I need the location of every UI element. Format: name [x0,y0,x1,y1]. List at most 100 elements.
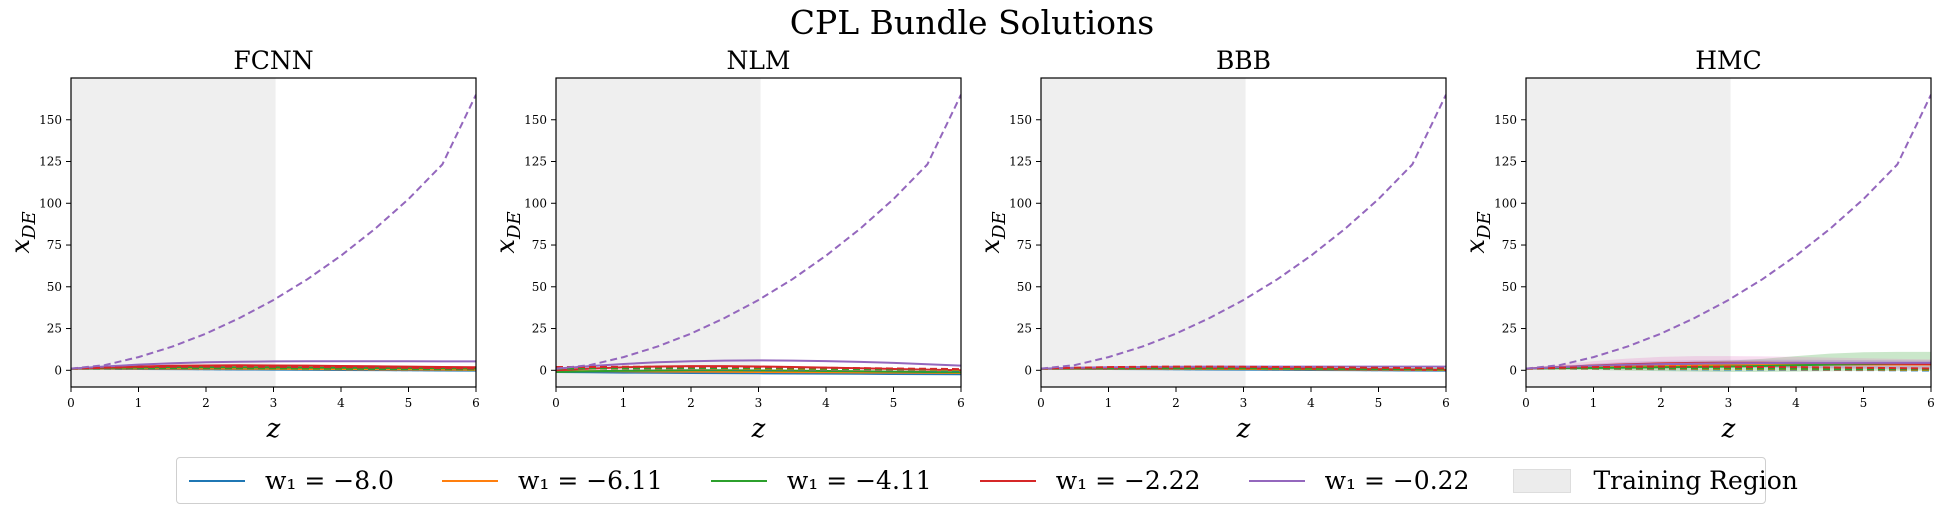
series-line-dashed-7 [556,367,961,371]
training-region [71,78,276,387]
series-line-dashed-8 [1526,365,1931,370]
chart-panel-bbb: 0 1 2 3 4 5 6 0 25 50 75 100 125 150 BBB z xDE [976,46,1450,444]
x-tick-label: 5 [1860,396,1868,410]
x-tick-label: 3 [1725,396,1733,410]
series-line-solid-4 [71,360,476,370]
x-axis-label: z [1236,414,1251,444]
y-tick-label: 50 [1502,280,1517,294]
y-tick-label: 150 [39,113,62,127]
x-tick-label: 2 [1657,396,1665,410]
x-tick-label: 6 [1442,396,1450,410]
x-tick-label: 4 [1792,396,1800,410]
x-tick-label: 4 [337,396,345,410]
y-tick-label: 75 [1502,238,1517,252]
series-line-solid-4 [556,359,961,370]
training-region [1041,78,1246,387]
y-axis-label: xDE [6,211,40,253]
x-tick-label: 0 [552,396,560,410]
y-axis-label: xDE [491,211,525,253]
x-tick-label: 5 [890,396,898,410]
y-tick-label: 125 [39,155,62,169]
x-tick-label: 3 [270,396,278,410]
y-tick-label: 50 [1017,280,1032,294]
x-tick-label: 2 [202,396,210,410]
y-tick-label: 100 [1494,196,1517,210]
series-line-dashed-8 [556,365,961,371]
x-tick-label: 3 [755,396,763,410]
y-tick-label: 25 [532,322,547,336]
y-tick-label: 25 [47,322,62,336]
x-tick-label: 6 [957,396,965,410]
y-tick-label: 125 [524,155,547,169]
legend-item: w₁ = −2.22 [968,458,1201,503]
x-tick-label: 0 [1037,396,1045,410]
y-tick-label: 125 [1009,155,1032,169]
x-tick-label: 0 [67,396,75,410]
series-line-dashed-9 [71,94,476,370]
legend-label: w₁ = −4.11 [786,466,932,495]
series-line-dashed-9 [556,94,961,370]
legend: w₁ = −8.0 w₁ = −6.11 w₁ = −4.11 w₁ = −2.22 w… [176,457,1798,504]
x-tick-label: 1 [620,396,628,410]
series-line-dashed-8 [1041,365,1446,370]
x-tick-label: 1 [135,396,143,410]
y-tick-label: 0 [1509,363,1517,377]
panel-title: NLM [726,46,790,75]
series-line-solid-0 [556,371,961,376]
y-tick-label: 0 [54,363,62,377]
y-tick-label: 0 [1024,363,1032,377]
panel-title: FCNN [233,46,313,75]
chart-panel-nlm: 0 1 2 3 4 5 6 0 25 50 75 100 125 150 NLM z xDE [491,46,965,444]
chart-panel-hmc: 0 1 2 3 4 5 6 0 25 50 75 100 125 150 HMC z xDE [1461,46,1935,444]
legend-label: w₁ = −0.22 [1324,466,1470,495]
y-tick-label: 150 [1009,113,1032,127]
y-tick-label: 50 [532,280,547,294]
legend-label: w₁ = −8.0 [265,466,394,495]
x-tick-label: 2 [687,396,695,410]
y-tick-label: 75 [47,238,62,252]
y-tick-label: 25 [1502,322,1517,336]
y-tick-label: 75 [1017,238,1032,252]
y-tick-label: 125 [1494,155,1517,169]
legend-swatch [710,479,767,482]
x-tick-label: 5 [1375,396,1383,410]
y-tick-label: 150 [524,113,547,127]
x-axis-label: z [1721,414,1736,444]
figure-title: CPL Bundle Solutions [790,3,1154,42]
y-tick-label: 150 [1494,113,1517,127]
legend-item: w₁ = −8.0 [177,458,394,503]
legend-swatch [441,479,498,482]
x-tick-label: 1 [1105,396,1113,410]
legend-swatch [189,479,245,482]
panel-title: BBB [1216,46,1271,75]
legend-item: w₁ = −6.11 [430,458,663,503]
x-tick-label: 2 [1172,396,1180,410]
series-line-solid-4 [1526,361,1931,370]
y-axis-label: xDE [1461,211,1495,253]
x-tick-label: 0 [1522,396,1530,410]
x-tick-label: 4 [822,396,830,410]
x-tick-label: 6 [1927,396,1935,410]
y-axis-label: xDE [976,211,1010,253]
y-tick-label: 100 [1009,196,1032,210]
y-tick-label: 0 [539,363,547,377]
y-tick-label: 50 [47,280,62,294]
chart-panel-fcnn: 0 1 2 3 4 5 6 0 25 50 75 100 125 150 FCNN z xDE [6,46,480,444]
x-tick-label: 1 [1590,396,1598,410]
legend-item: w₁ = −0.22 [1237,458,1470,503]
series-line-dashed-9 [1041,94,1446,370]
legend-label: Training Region [1593,466,1798,495]
series-line-dashed-9 [1526,94,1931,370]
legend-swatch [1248,479,1305,482]
x-tick-label: 4 [1307,396,1315,410]
y-tick-label: 75 [532,238,547,252]
legend-label: w₁ = −6.11 [517,466,663,495]
x-tick-label: 6 [472,396,480,410]
legend-region-swatch [1513,468,1572,493]
x-tick-label: 3 [1240,396,1248,410]
training-region [556,78,761,387]
y-tick-label: 100 [524,196,547,210]
legend-item-training-region: Training Region [1469,458,1798,503]
series-line-dashed-8 [71,365,476,370]
